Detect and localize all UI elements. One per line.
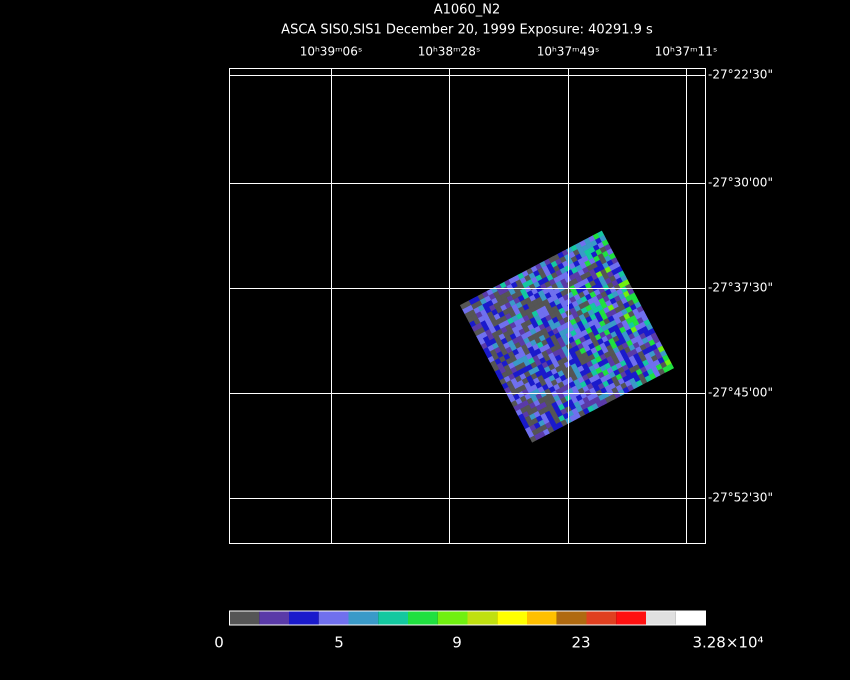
colorbar-cell [675, 611, 706, 625]
ra-label: 10ʰ38ᵐ28ˢ [418, 45, 481, 59]
colorbar-label: 5 [334, 634, 344, 652]
dec-label: -27°22'30" [708, 68, 773, 82]
colorbar-cell [616, 611, 646, 625]
dec-label: -27°45'00" [708, 386, 773, 400]
colorbar-label: 9 [452, 634, 462, 652]
colorbar-cell [318, 611, 349, 625]
detector-map [459, 230, 675, 443]
colorbar-cell [289, 611, 319, 625]
colorbar-cell [408, 611, 438, 625]
ra-label: 10ʰ39ᵐ06ˢ [300, 45, 363, 59]
ra-label: 10ʰ37ᵐ11ˢ [655, 45, 718, 59]
image [459, 230, 675, 443]
dec-label: -27°37'30" [708, 281, 773, 295]
subtitle: ASCA SIS0,SIS1 December 20, 1999 Exposur… [281, 23, 653, 38]
colorbar-cell [467, 611, 498, 625]
colorbar-cell [229, 611, 260, 625]
colorbar-frame [229, 610, 706, 626]
colorbar-cell [348, 611, 379, 625]
dec-label: -27°30'00" [708, 176, 773, 190]
colorbar-cell [556, 611, 587, 625]
title: A1060_N2 [434, 3, 500, 18]
dec-label: -27°52'30" [708, 491, 773, 505]
colorbar-label: 3.28×10⁴ [692, 634, 763, 652]
colorbar-label: 23 [571, 634, 590, 652]
axes: 10ʰ39ᵐ06ˢ 10ʰ38ᵐ28ˢ 10ʰ37ᵐ49ˢ 10ʰ37ᵐ11ˢ -27°… [214, 45, 773, 652]
colorbar-cell [437, 611, 468, 625]
colorbar-cell [646, 611, 676, 625]
colorbar-cell [378, 611, 408, 625]
colorbar-cell [586, 611, 617, 625]
pixel [666, 363, 675, 371]
frame [229, 68, 706, 544]
colorbar-cell [259, 611, 289, 625]
colorbar-cell [527, 611, 557, 625]
colorbar-label: 0 [214, 634, 224, 652]
colorbar-cell [497, 611, 527, 625]
ra-label: 10ʰ37ᵐ49ˢ [537, 45, 600, 59]
